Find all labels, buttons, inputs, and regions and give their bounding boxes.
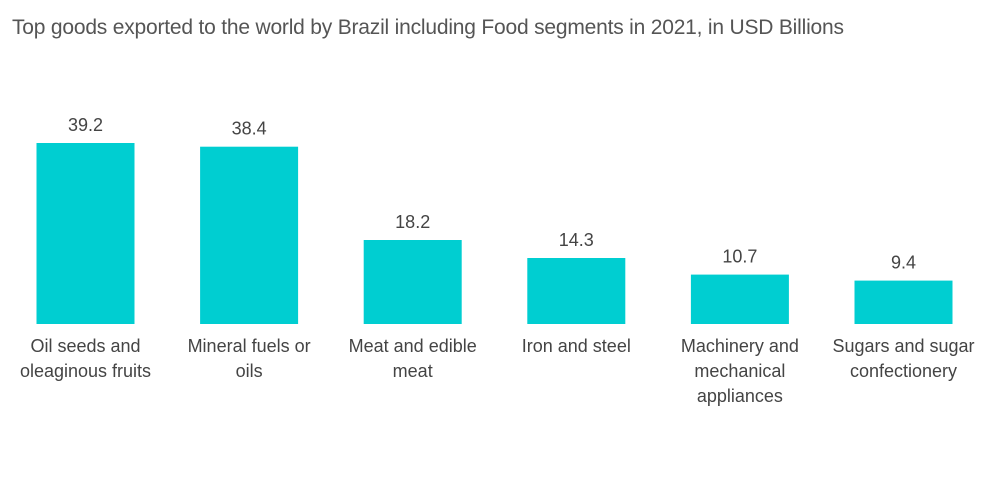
category-label-5: Sugars and sugar confectionery xyxy=(832,336,974,381)
bar-2 xyxy=(363,240,462,324)
category-label-0: Oil seeds and oleaginous fruits xyxy=(20,336,151,381)
category-labels-group: Oil seeds and oleaginous fruits Mineral fu… xyxy=(20,336,975,406)
category-label-3: Iron and steel xyxy=(522,336,631,356)
value-labels-group: 39.2 38.4 18.2 14.3 10.7 9.4 xyxy=(68,115,916,273)
category-label-line: Iron and steel xyxy=(522,336,631,356)
category-label-line: confectionery xyxy=(850,361,957,381)
category-label-line: mechanical xyxy=(694,361,785,381)
category-label-line: Meat and edible xyxy=(349,336,477,356)
bar-3 xyxy=(527,258,626,324)
value-label-4: 10.7 xyxy=(722,247,757,267)
bar-0 xyxy=(36,143,135,324)
category-label-line: Machinery and xyxy=(681,336,799,356)
value-label-0: 39.2 xyxy=(68,115,103,135)
value-label-1: 38.4 xyxy=(232,119,267,139)
bars-group xyxy=(36,143,953,324)
bar-5 xyxy=(854,280,953,324)
category-label-line: oils xyxy=(236,361,263,381)
value-label-5: 9.4 xyxy=(891,253,916,273)
category-label-line: meat xyxy=(393,361,433,381)
category-label-line: Mineral fuels or xyxy=(188,336,311,356)
bar-4 xyxy=(690,274,789,324)
bar-1 xyxy=(200,146,299,324)
category-label-line: Sugars and sugar xyxy=(832,336,974,356)
category-label-4: Machinery and mechanical appliances xyxy=(681,336,799,406)
category-label-1: Mineral fuels or oils xyxy=(188,336,311,381)
category-label-line: oleaginous fruits xyxy=(20,361,151,381)
category-label-2: Meat and edible meat xyxy=(349,336,477,381)
value-label-2: 18.2 xyxy=(395,212,430,232)
chart-title: Top goods exported to the world by Brazi… xyxy=(12,16,844,39)
category-label-line: appliances xyxy=(697,386,783,406)
category-label-line: Oil seeds and xyxy=(30,336,140,356)
value-label-3: 14.3 xyxy=(559,230,594,250)
